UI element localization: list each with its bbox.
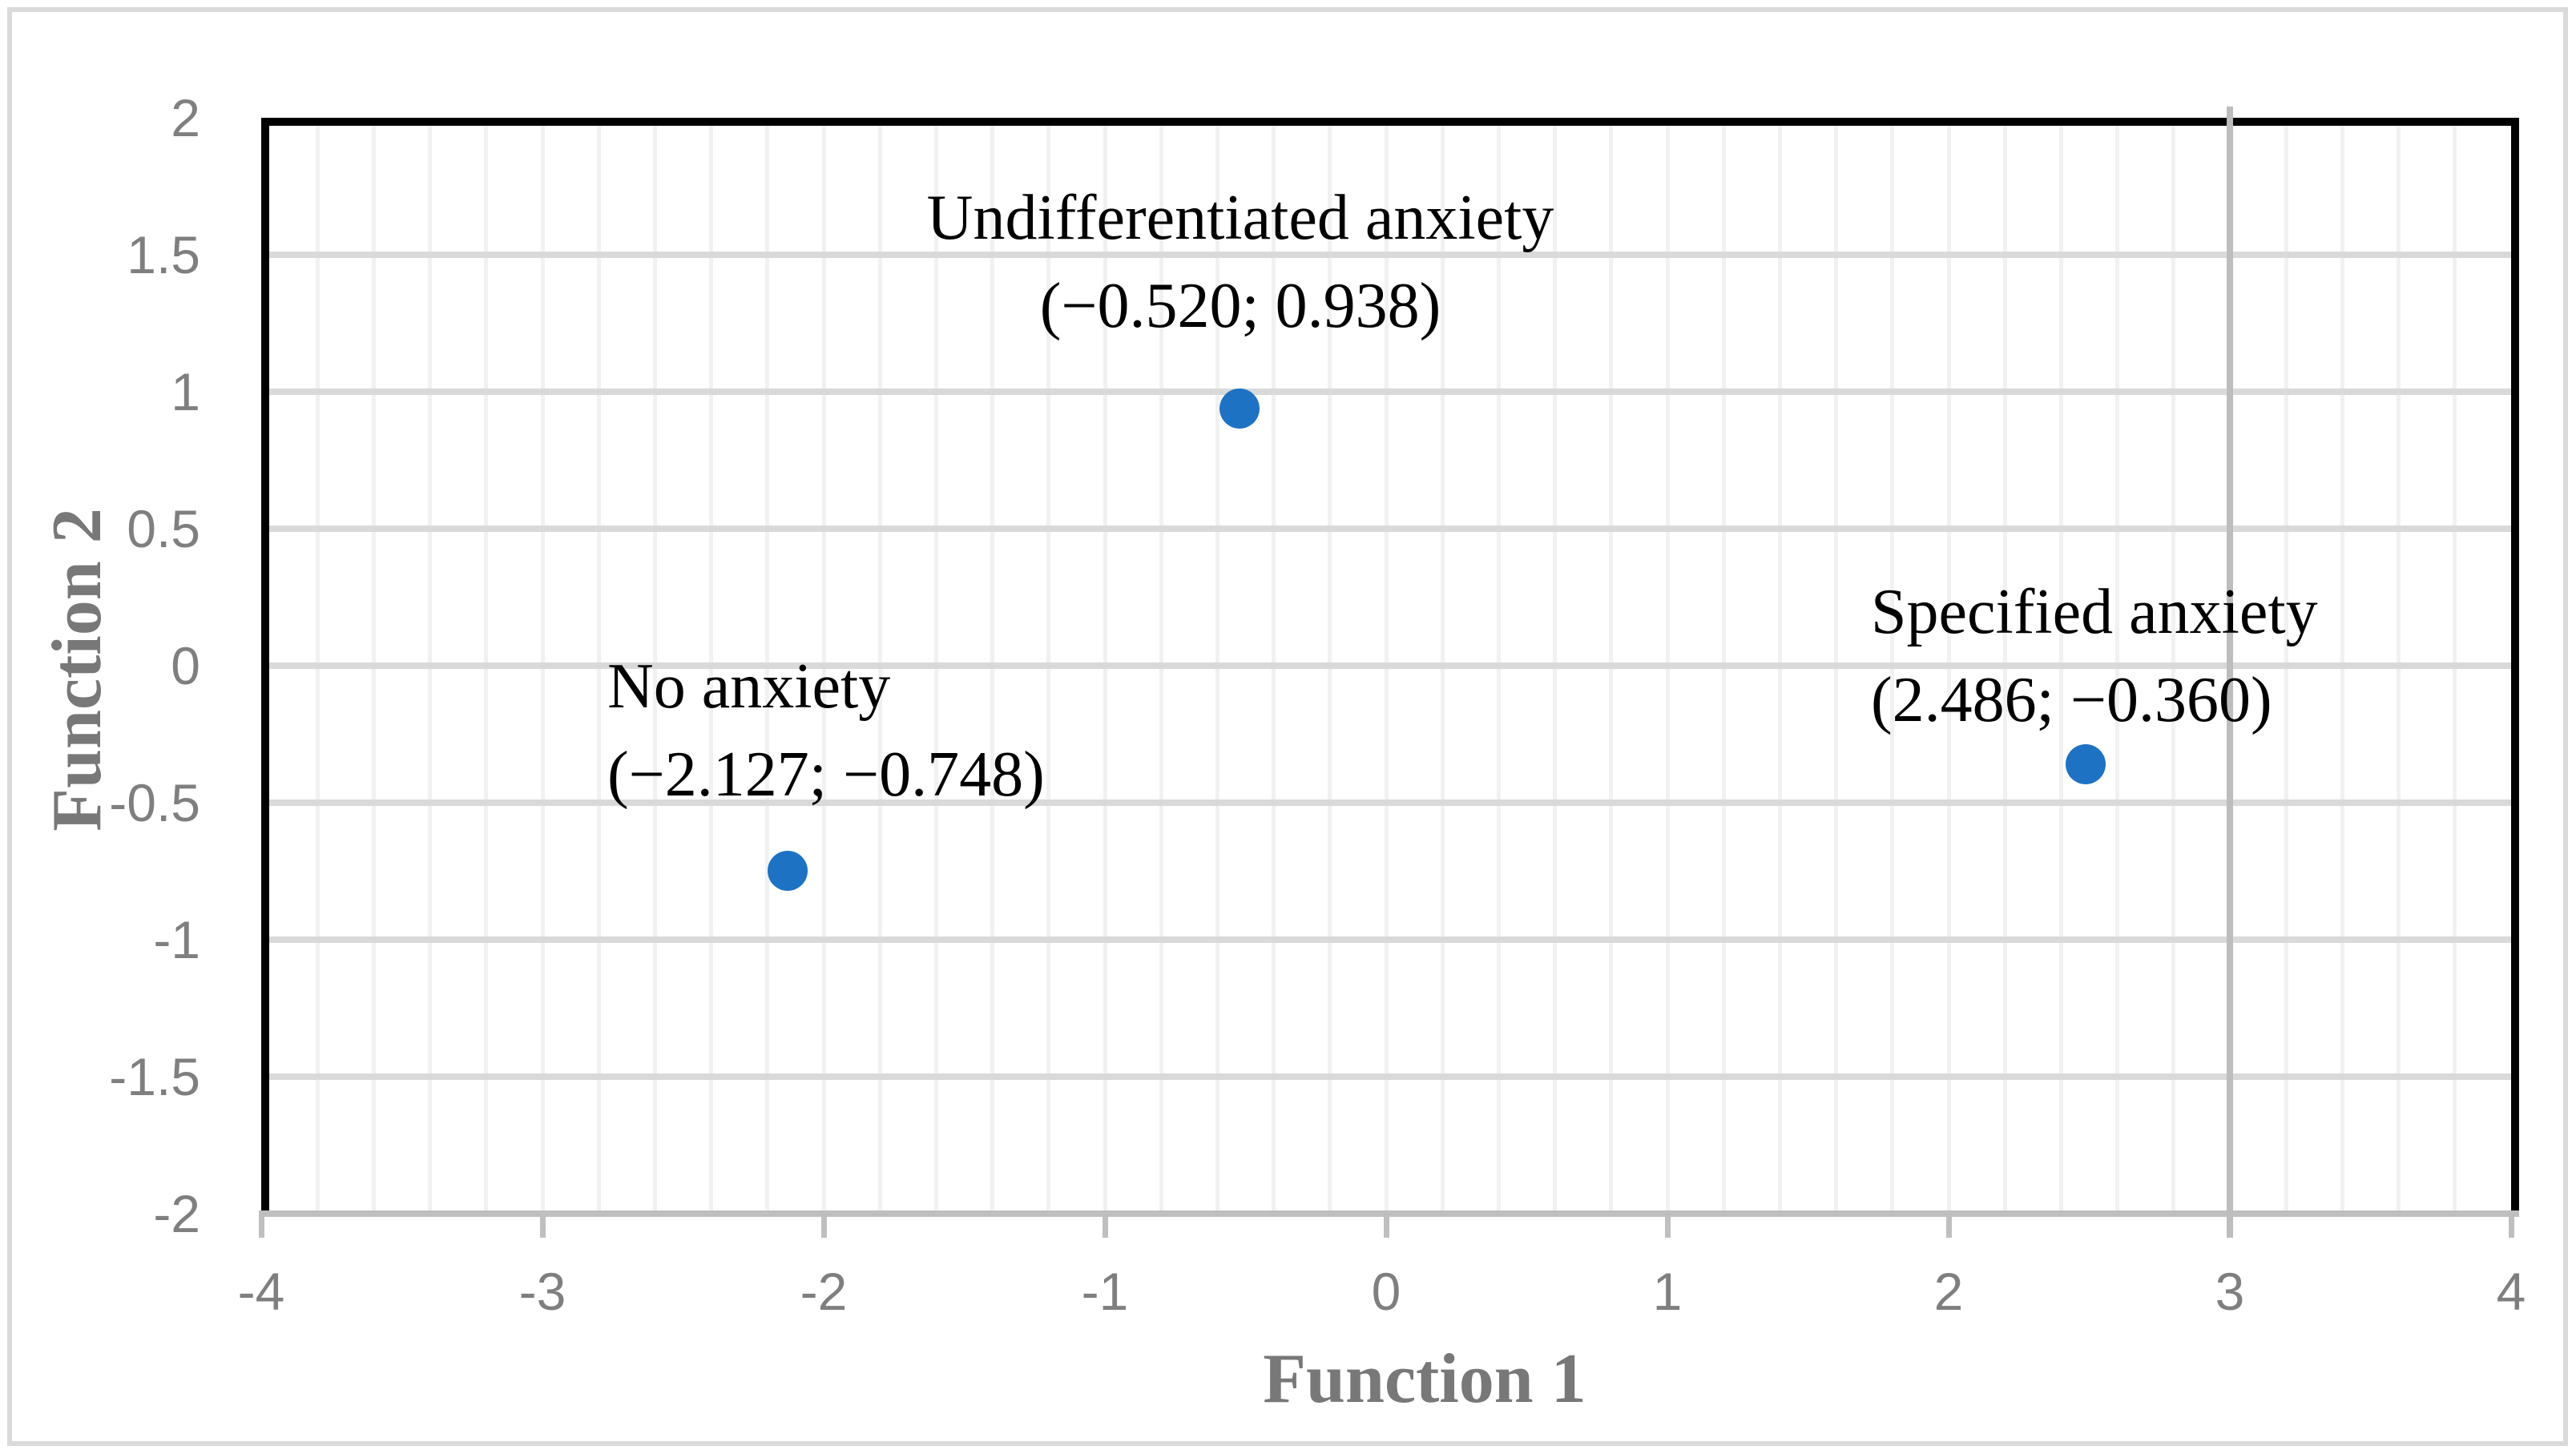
data-point-label-undifferentiated-anxiety: Undifferentiated anxiety (−0.520; 0.938) bbox=[927, 174, 1554, 350]
x-tick-label: -4 bbox=[237, 1262, 285, 1321]
data-point-label-specified-anxiety: Specified anxiety (2.486; −0.360) bbox=[1871, 568, 2318, 744]
y-tick-label: 0.5 bbox=[127, 499, 200, 558]
data-point-no-anxiety bbox=[768, 851, 808, 891]
data-point-undifferentiated-anxiety bbox=[1219, 389, 1260, 429]
y-tick-label: 2 bbox=[171, 88, 200, 147]
data-point-specified-anxiety bbox=[2066, 744, 2106, 784]
x-axis-tick bbox=[540, 1210, 546, 1238]
x-axis-title: Function 1 bbox=[1263, 1340, 1586, 1418]
y-tick-label: -2 bbox=[153, 1184, 200, 1243]
major-horizontal-gridline bbox=[261, 1073, 2511, 1080]
x-axis-tick bbox=[1946, 1210, 1952, 1238]
x-axis-tick bbox=[1665, 1210, 1671, 1238]
data-point-label-coordinates: (−0.520; 0.938) bbox=[1039, 271, 1441, 341]
plot-border-left bbox=[261, 118, 269, 1214]
y-tick-label: -0.5 bbox=[109, 773, 200, 832]
major-horizontal-gridline bbox=[261, 663, 2511, 669]
data-point-label-name: Undifferentiated anxiety bbox=[926, 183, 1554, 253]
data-point-label-coordinates: (−2.127; −0.748) bbox=[607, 739, 1045, 810]
x-tick-label: 3 bbox=[2215, 1262, 2245, 1321]
major-horizontal-gridline bbox=[261, 799, 2511, 806]
y-tick-label: 0 bbox=[171, 636, 200, 695]
x-axis-tick bbox=[2509, 1210, 2514, 1238]
x-axis-tick bbox=[259, 1210, 264, 1238]
x-axis-tick bbox=[821, 1210, 827, 1238]
data-point-label-name: Specified anxiety bbox=[1871, 577, 2318, 647]
y-axis-title: Function 2 bbox=[38, 508, 116, 832]
x-tick-label: 0 bbox=[1371, 1262, 1401, 1321]
plot-border-right bbox=[2511, 118, 2519, 1214]
y-tick-label: -1.5 bbox=[109, 1047, 200, 1106]
highlighted-vertical-gridline bbox=[2227, 107, 2233, 1238]
x-axis-tick bbox=[1103, 1210, 1108, 1238]
x-axis-tick bbox=[1384, 1210, 1389, 1238]
data-point-label-no-anxiety: No anxiety (−2.127; −0.748) bbox=[607, 642, 1045, 819]
major-horizontal-gridline bbox=[261, 252, 2511, 258]
x-tick-label: 4 bbox=[2496, 1262, 2526, 1321]
x-tick-label: -1 bbox=[1081, 1262, 1129, 1321]
data-point-label-coordinates: (2.486; −0.360) bbox=[1871, 665, 2272, 735]
major-horizontal-gridline bbox=[261, 526, 2511, 532]
major-horizontal-gridline bbox=[261, 936, 2511, 943]
x-axis-line bbox=[261, 1210, 2519, 1217]
y-tick-label: 1 bbox=[171, 362, 200, 421]
major-horizontal-gridline bbox=[261, 389, 2511, 395]
x-tick-label: -3 bbox=[518, 1262, 566, 1321]
y-tick-label: -1 bbox=[153, 910, 200, 969]
x-tick-label: -2 bbox=[800, 1262, 848, 1321]
x-tick-label: 2 bbox=[1933, 1262, 1964, 1321]
x-tick-label: 1 bbox=[1652, 1262, 1683, 1321]
plot-border-top bbox=[261, 118, 2519, 126]
data-point-label-name: No anxiety bbox=[607, 651, 891, 722]
y-tick-label: 1.5 bbox=[127, 225, 200, 284]
